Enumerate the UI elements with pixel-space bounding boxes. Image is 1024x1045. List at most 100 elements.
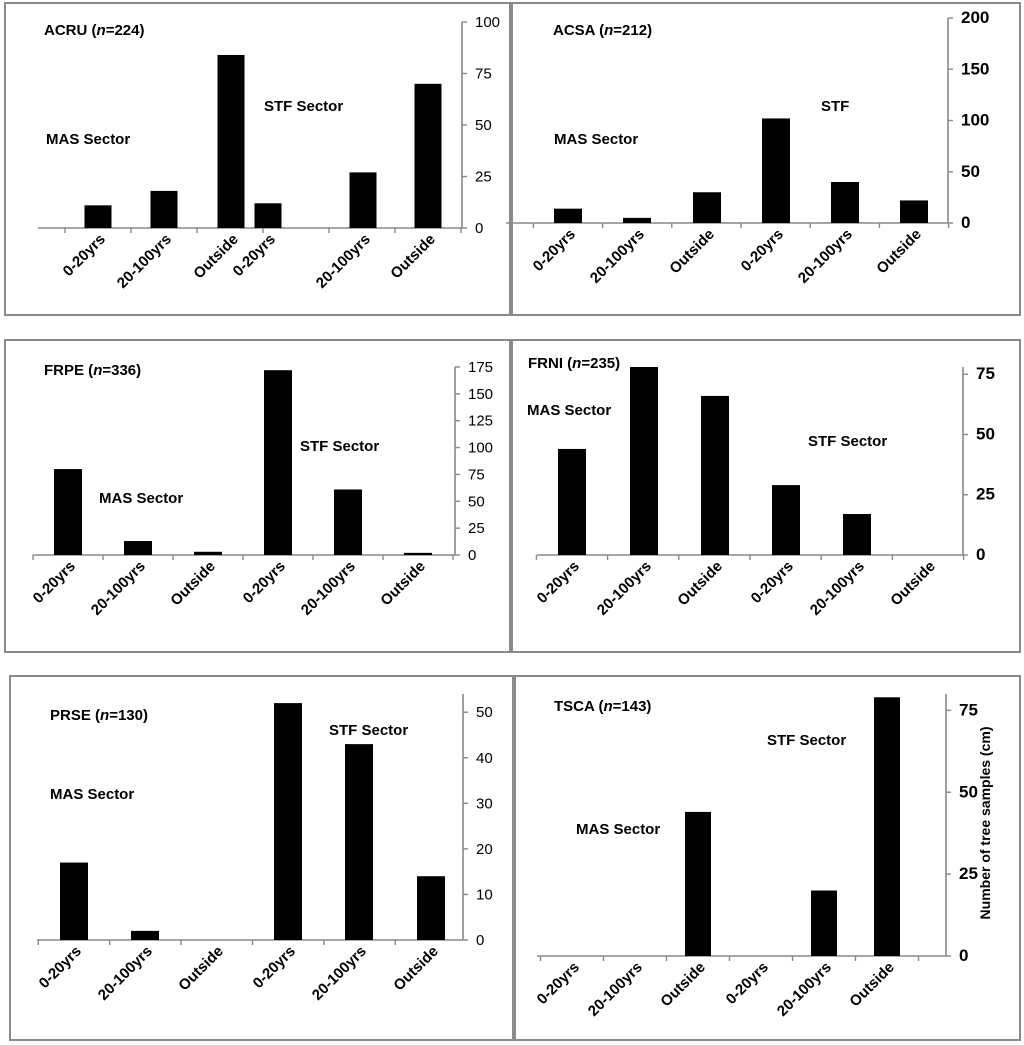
panel-frame-frpe (4, 339, 511, 653)
x-category-label-frpe: Outside (377, 558, 429, 610)
x-category-label-prse: 0-20yrs (250, 943, 299, 992)
y-tick-label-tsca: 75 (959, 700, 978, 719)
y-tick-label-frpe: 175 (468, 359, 493, 376)
panel-title-acsa: ACSA (n=212) (553, 22, 652, 39)
bar-frpe-2 (124, 541, 152, 555)
y-tick-label-prse: 0 (476, 932, 484, 949)
panel-title-frni: FRNI (n=235) (528, 355, 620, 372)
y-tick-label-prse: 20 (476, 841, 493, 858)
bar-frpe-6 (404, 552, 432, 555)
bar-frni-1 (558, 448, 586, 555)
x-category-label-frpe: 0-20yrs (240, 558, 289, 607)
panel-frame-tsca (514, 675, 1021, 1041)
sector-label-stf-acsa: STF (821, 98, 849, 115)
x-category-label-tsca: Outside (846, 959, 898, 1011)
y-tick-label-acsa: 200 (961, 8, 989, 27)
x-category-label-frni: 0-20yrs (748, 558, 797, 607)
y-tick-label-prse: 40 (476, 750, 493, 767)
sector-label-mas-acsa: MAS Sector (554, 131, 638, 148)
y-tick-label-frni: 50 (976, 424, 995, 443)
y-tick-label-frpe: 150 (468, 386, 493, 403)
y-tick-label-prse: 50 (476, 704, 493, 721)
bar-tsca-3 (685, 811, 711, 956)
bar-acsa-1 (554, 208, 582, 223)
bar-acsa-6 (900, 200, 928, 223)
panel-frame-acru (4, 2, 511, 316)
bar-prse-2 (131, 930, 159, 940)
y-tick-label-prse: 30 (476, 795, 493, 812)
y-tick-label-acru: 50 (475, 117, 492, 134)
x-category-label-tsca: Outside (657, 959, 709, 1011)
bar-acsa-3 (693, 192, 721, 223)
y-tick-label-tsca: 25 (959, 864, 978, 883)
y-tick-label-acsa: 0 (961, 213, 970, 232)
y-tick-label-frni: 25 (976, 485, 995, 504)
panel-title-frpe: FRPE (n=336) (44, 362, 141, 379)
bar-acru-5 (349, 172, 377, 228)
bar-frni-5 (843, 514, 871, 555)
bar-tsca-5 (811, 890, 837, 956)
x-category-label-prse: 0-20yrs (36, 943, 85, 992)
bar-prse-1 (60, 862, 88, 940)
bar-acru-4 (254, 203, 282, 228)
panel-title-tsca: TSCA (n=143) (554, 698, 651, 715)
sector-label-mas-acru: MAS Sector (46, 131, 130, 148)
y-tick-label-frpe: 0 (468, 547, 476, 564)
x-category-label-prse: Outside (390, 943, 442, 995)
y-tick-label-acsa: 50 (961, 162, 980, 181)
y-tick-label-tsca: 50 (959, 782, 978, 801)
bar-prse-6 (417, 876, 445, 940)
panel-frame-prse (9, 675, 514, 1041)
y-tick-label-acru: 0 (475, 220, 483, 237)
y-tick-label-acsa: 150 (961, 59, 989, 78)
panel-title-prse: PRSE (n=130) (50, 707, 148, 724)
bar-acsa-4 (762, 118, 790, 223)
x-category-label-tsca: 20-100yrs (774, 959, 835, 1020)
bar-frpe-5 (334, 489, 362, 555)
x-category-label-acru: 0-20yrs (60, 231, 109, 280)
x-category-label-acru: Outside (387, 231, 439, 283)
bar-frpe-4 (264, 370, 292, 555)
x-category-label-frni: Outside (887, 558, 939, 610)
bar-acru-3 (217, 54, 245, 229)
sector-label-mas-frni: MAS Sector (527, 402, 611, 419)
sector-label-stf-frpe: STF Sector (300, 438, 379, 455)
sector-label-stf-tsca: STF Sector (767, 732, 846, 749)
x-category-label-frni: 20-100yrs (807, 558, 868, 619)
bar-acru-6 (414, 83, 442, 228)
x-category-label-prse: 20-100yrs (95, 943, 156, 1004)
x-category-label-acsa: 20-100yrs (795, 226, 856, 287)
x-category-label-acsa: Outside (666, 226, 718, 278)
y-axis-label-tsca: Number of tree samples (cm) (977, 727, 993, 920)
panel-frame-acsa (511, 2, 1021, 316)
x-category-label-tsca: 0-20yrs (723, 959, 772, 1008)
y-tick-label-frpe: 100 (468, 440, 493, 457)
x-category-label-acru: 20-100yrs (114, 231, 175, 292)
bar-frpe-1 (54, 469, 82, 555)
x-category-label-frpe: Outside (167, 558, 219, 610)
sector-label-mas-frpe: MAS Sector (99, 490, 183, 507)
y-tick-label-tsca: 0 (959, 946, 968, 965)
x-category-label-tsca: 20-100yrs (585, 959, 646, 1020)
y-tick-label-acru: 25 (475, 169, 492, 186)
x-category-label-frni: 20-100yrs (594, 558, 655, 619)
x-category-label-prse: Outside (175, 943, 227, 995)
x-category-label-acsa: Outside (873, 226, 925, 278)
x-category-label-acsa: 0-20yrs (738, 226, 787, 275)
x-category-label-acsa: 0-20yrs (530, 226, 579, 275)
y-tick-label-frni: 0 (976, 545, 985, 564)
bar-tsca-6 (874, 697, 900, 956)
bar-acru-1 (84, 205, 112, 228)
y-tick-label-frpe: 75 (468, 466, 485, 483)
x-category-label-acru: 20-100yrs (313, 231, 374, 292)
bar-acsa-2 (623, 217, 651, 223)
y-tick-label-frpe: 25 (468, 520, 485, 537)
y-tick-label-prse: 10 (476, 886, 493, 903)
y-tick-label-frpe: 50 (468, 493, 485, 510)
x-category-label-acsa: 20-100yrs (587, 226, 648, 287)
x-category-label-frni: 0-20yrs (534, 558, 583, 607)
sector-label-mas-tsca: MAS Sector (576, 821, 660, 838)
